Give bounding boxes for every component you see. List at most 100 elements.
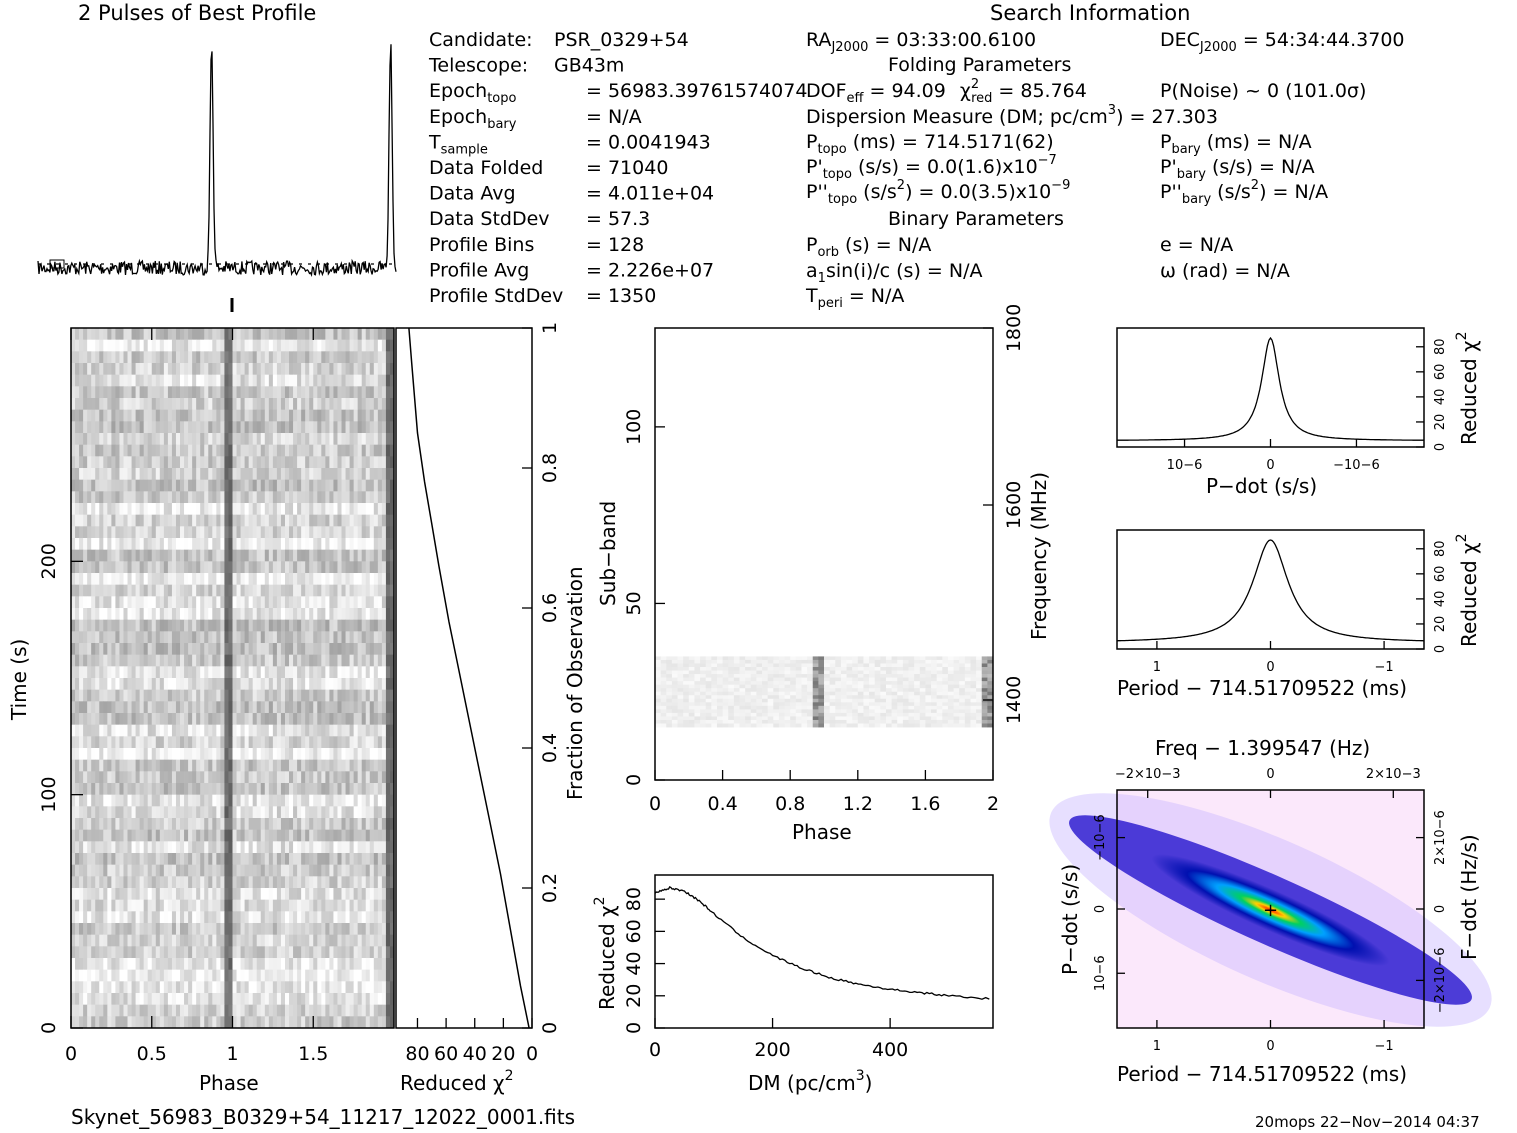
time-phase-cell [139, 678, 145, 691]
time-phase-cell [357, 433, 363, 446]
time-phase-cell [321, 363, 326, 376]
time-phase-cell [268, 899, 274, 912]
time-phase-cell [244, 409, 250, 422]
time-phase-cell [196, 608, 201, 621]
time-phase-cell [272, 666, 278, 679]
time-phase-cell [127, 888, 132, 901]
time-phase-cell [147, 1016, 153, 1029]
time-phase-cell [71, 759, 76, 772]
time-phase-cell [385, 479, 391, 492]
time-phase-cell [196, 689, 201, 702]
time-phase-cell [280, 339, 286, 352]
time-phase-cell [139, 724, 145, 737]
time-phase-cell [163, 561, 169, 574]
time-phase-cell [369, 666, 375, 679]
time-phase-cell [289, 701, 294, 714]
time-phase-cell [119, 409, 124, 422]
time-phase-cell [252, 444, 258, 457]
time-phase-cell [180, 981, 185, 994]
time-phase-cell [79, 491, 84, 504]
time-phase-cell [131, 573, 136, 586]
subband-cell [700, 656, 707, 661]
time-phase-cell [284, 794, 290, 807]
time-phase-cell [357, 818, 363, 831]
time-phase-cell [361, 701, 367, 714]
time-phase-cell [220, 374, 225, 387]
time-phase-cell [236, 724, 241, 737]
time-phase-cell [341, 549, 346, 562]
time-phase-cell [337, 841, 342, 854]
time-phase-cell [212, 689, 217, 702]
time-phase-cell [167, 491, 173, 504]
time-phase-cell [87, 503, 92, 516]
time-phase-cell [353, 444, 359, 457]
time-phase-cell [175, 456, 181, 469]
time-phase-cell [115, 678, 120, 691]
time-phase-cell [159, 748, 165, 761]
time-phase-cell [385, 584, 391, 597]
time-phase-cell [232, 701, 237, 714]
subband-cell [745, 656, 752, 661]
time-phase-cell [389, 829, 395, 842]
time-phase-cell [385, 701, 391, 714]
time-phase-cell [377, 339, 383, 352]
time-phase-cell [91, 899, 96, 912]
time-phase-cell [75, 561, 80, 574]
time-phase-cell [91, 911, 96, 924]
time-phase-cell [321, 841, 326, 854]
time-phase-cell [99, 911, 104, 924]
time-phase-cell [284, 351, 290, 364]
time-phase-cell [236, 946, 241, 959]
time-phase-cell [373, 608, 379, 621]
time-phase-cell [369, 479, 375, 492]
time-phase-cell [204, 654, 209, 667]
time-phase-cell [321, 713, 326, 726]
time-phase-cell [240, 911, 246, 924]
time-phase-cell [297, 911, 302, 924]
time-phase-cell [159, 806, 165, 819]
time-phase-cell [236, 374, 241, 387]
time-phase-cell [345, 923, 350, 936]
time-phase-cell [123, 748, 128, 761]
time-phase-cell [321, 526, 326, 539]
time-phase-cell [240, 479, 246, 492]
time-phase-cell [79, 678, 84, 691]
time-phase-cell [224, 993, 229, 1006]
time-phase-cell [272, 608, 278, 621]
time-phase-cell [244, 573, 250, 586]
time-phase-cell [240, 631, 246, 644]
time-phase-cell [289, 724, 294, 737]
time-phase-cell [377, 386, 383, 399]
time-phase-cell [216, 433, 221, 446]
time-phase-cell [212, 526, 217, 539]
time-phase-cell [184, 923, 189, 936]
time-phase-cell [385, 573, 391, 586]
time-phase-cell [244, 946, 250, 959]
time-phase-cell [119, 654, 124, 667]
time-phase-cell [204, 1016, 209, 1029]
time-phase-cell [107, 678, 112, 691]
time-phase-cell [276, 806, 282, 819]
time-phase-cell [220, 631, 225, 644]
time-phase-cell [139, 538, 145, 551]
time-phase-cell [321, 409, 326, 422]
time-phase-cell [75, 1016, 80, 1029]
time-phase-cell [135, 958, 141, 971]
time-phase-cell [248, 409, 254, 422]
time-phase-cell [381, 794, 387, 807]
time-phase-cell [232, 981, 237, 994]
time-phase-cell [212, 946, 217, 959]
time-phase-cell [256, 806, 262, 819]
time-phase-cell [163, 759, 169, 772]
time-phase-cell [248, 771, 254, 784]
time-phase-cell [180, 934, 185, 947]
time-phase-cell [301, 561, 306, 574]
time-phase-cell [119, 573, 124, 586]
time-phase-cell [79, 934, 84, 947]
time-phase-cell [159, 503, 165, 516]
time-phase-cell [167, 759, 173, 772]
subband-cell [953, 656, 960, 661]
subband-cell [671, 656, 678, 661]
time-phase-cell [171, 666, 177, 679]
time-phase-cell [79, 398, 84, 411]
